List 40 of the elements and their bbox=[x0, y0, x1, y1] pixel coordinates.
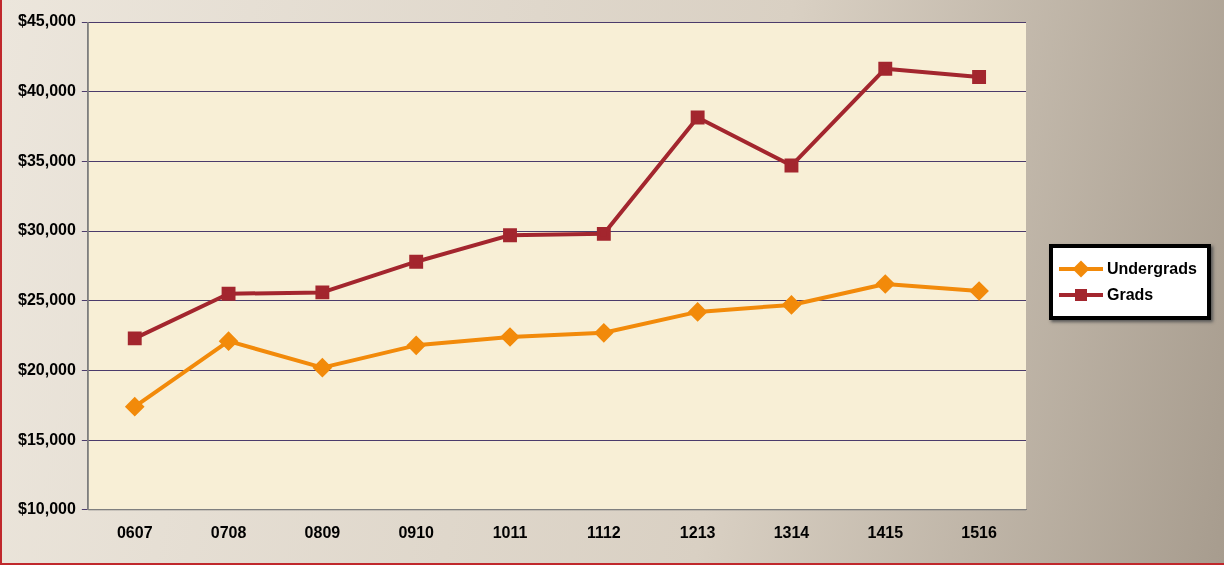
x-tick-label: 0708 bbox=[210, 523, 247, 541]
point bbox=[127, 331, 142, 346]
point bbox=[221, 286, 236, 301]
y-tick-label: $30,000 bbox=[17, 221, 76, 239]
point bbox=[688, 302, 707, 321]
x-tick-label: 1112 bbox=[586, 523, 621, 541]
x-tick-label: 0607 bbox=[116, 523, 153, 541]
legend-label: Grads bbox=[1107, 285, 1154, 304]
legend-label: Undergrads bbox=[1107, 259, 1197, 278]
x-tick-label: 1011 bbox=[492, 523, 528, 541]
point bbox=[501, 327, 520, 346]
x-tick-label: 1314 bbox=[773, 523, 810, 541]
y-tick-label: $35,000 bbox=[17, 151, 76, 169]
point bbox=[407, 336, 426, 355]
x-tick-label: 0809 bbox=[304, 523, 341, 541]
point bbox=[878, 61, 893, 76]
y-tick-label: $25,000 bbox=[17, 291, 76, 309]
point bbox=[219, 332, 238, 351]
point bbox=[690, 110, 705, 125]
x-tick-label: 1415 bbox=[867, 523, 904, 541]
point bbox=[784, 158, 799, 173]
point bbox=[315, 285, 330, 300]
y-tick-label: $10,000 bbox=[17, 500, 76, 518]
point bbox=[594, 323, 613, 342]
point bbox=[596, 226, 611, 241]
point bbox=[125, 397, 144, 416]
x-tick-label: 1213 bbox=[679, 523, 716, 541]
x-tick-label: 0910 bbox=[398, 523, 435, 541]
y-tick-label: $40,000 bbox=[17, 82, 76, 100]
y-tick-label: $45,000 bbox=[17, 12, 76, 30]
point bbox=[782, 295, 801, 314]
point bbox=[313, 358, 332, 377]
point bbox=[970, 281, 989, 300]
x-tick-label: 1516 bbox=[961, 523, 997, 541]
point bbox=[409, 254, 424, 269]
point bbox=[876, 275, 895, 294]
point bbox=[972, 70, 987, 84]
point bbox=[503, 228, 517, 243]
y-tick-label: $20,000 bbox=[17, 360, 76, 378]
y-tick-label: $15,000 bbox=[17, 430, 76, 448]
